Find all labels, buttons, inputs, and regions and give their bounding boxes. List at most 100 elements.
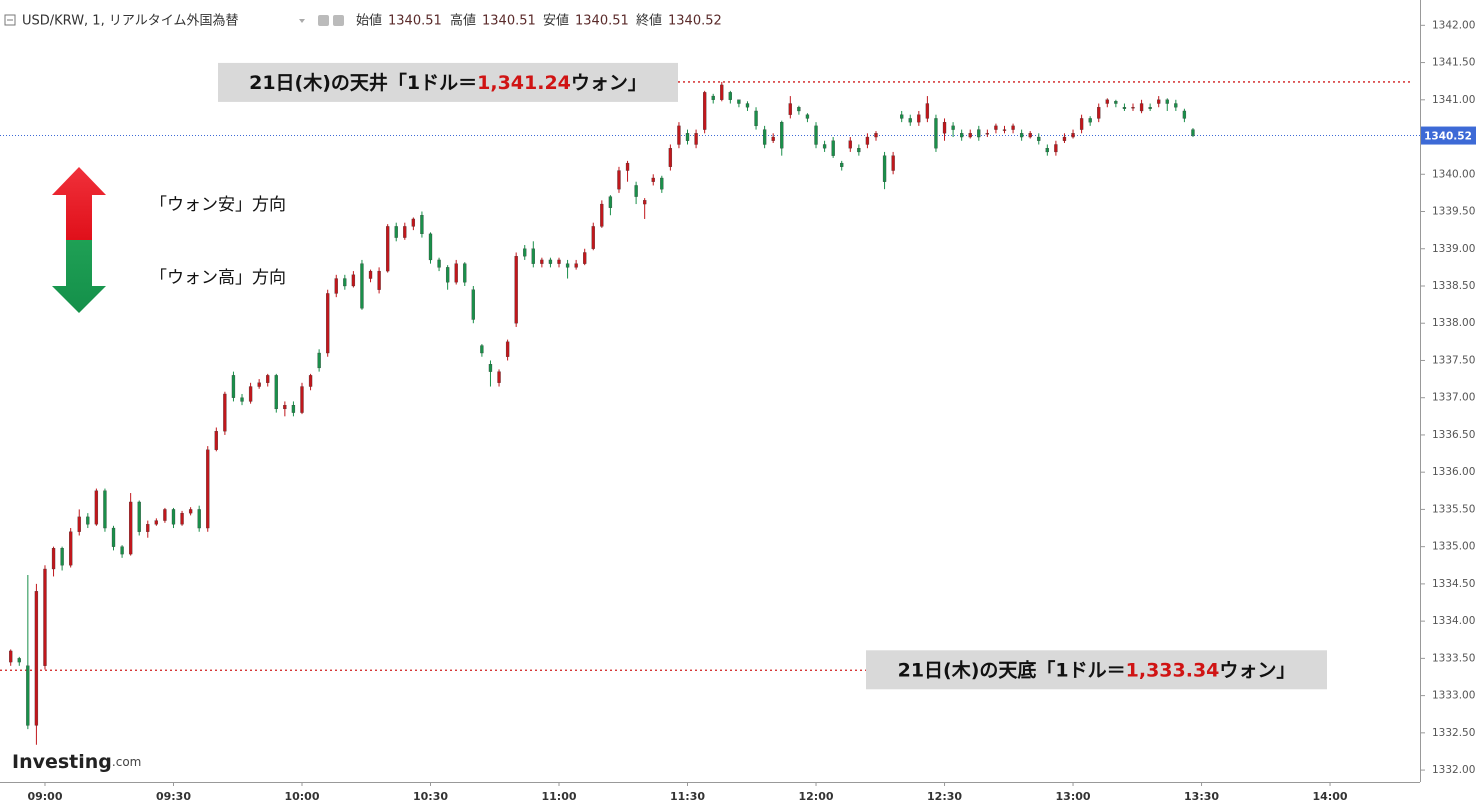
x-tick-label: 13:00 (1056, 790, 1091, 802)
candle-body (977, 129, 981, 138)
candle-body (103, 490, 107, 529)
candle-body (480, 345, 484, 354)
candle-body (908, 118, 912, 123)
candle-body (702, 92, 707, 130)
y-tick-label: 1341.50 (1432, 57, 1475, 69)
candle-body (985, 133, 990, 135)
candle-body (780, 121, 784, 149)
candle-body (531, 248, 535, 264)
candle-body (565, 263, 570, 268)
candle-body (668, 148, 673, 167)
candle-body (865, 136, 870, 145)
candle-body (917, 114, 921, 123)
y-tick-label: 1335.50 (1432, 503, 1475, 515)
up-arrow (52, 167, 106, 240)
candle-body (403, 226, 407, 238)
logo: Investing.com (12, 751, 141, 773)
candle-body (188, 509, 193, 514)
dropdown-icon[interactable] (299, 19, 305, 23)
y-tick-label: 1338.00 (1432, 317, 1475, 329)
candle-body (1157, 99, 1161, 104)
candle-body (386, 226, 390, 272)
candle-body (17, 658, 21, 663)
candle-body (1148, 107, 1152, 109)
candle-body (574, 263, 578, 268)
candle-body (1105, 99, 1109, 104)
candle-body (257, 382, 261, 387)
candle-body (454, 263, 458, 283)
candle-body (180, 512, 184, 525)
candle-body (34, 591, 39, 726)
down-arrow (52, 240, 106, 313)
annotation-text: 21日(木)の天井「1ドル＝ (249, 70, 477, 93)
candle-body (240, 397, 244, 402)
candle-body (822, 144, 827, 149)
plot: 1342.001341.501341.001340.501340.001339.… (0, 19, 1475, 802)
candle-body (514, 256, 518, 324)
candle-body (1191, 129, 1195, 136)
candle-body (677, 125, 681, 145)
candle-body (891, 155, 895, 171)
candle-body (368, 270, 373, 279)
candle-body (1097, 107, 1101, 119)
candle-body (737, 99, 741, 104)
candle-body (334, 278, 338, 294)
candle-body (1045, 148, 1049, 153)
y-tick-label: 1337.00 (1432, 392, 1475, 404)
candle-body (283, 405, 287, 410)
x-tick-label: 11:00 (541, 790, 576, 802)
candle-body (420, 215, 424, 235)
annotation-text: ウォン」 (571, 71, 647, 93)
settings-icon[interactable] (318, 15, 329, 26)
candle-body (94, 490, 99, 525)
y-tick-label: 1341.00 (1432, 94, 1475, 106)
collapse-icon[interactable] (4, 14, 16, 26)
candle-body (771, 136, 775, 141)
candle-body (266, 375, 270, 383)
candle-body (69, 531, 73, 566)
candle-body (360, 263, 364, 309)
x-tick-label: 14:00 (1313, 790, 1348, 802)
candle-body (857, 148, 861, 153)
candle-body (788, 103, 792, 115)
candle-body (120, 546, 124, 555)
candle-body (394, 226, 398, 238)
ohlc-label: 安値 (543, 13, 569, 29)
last-price-label: 1340.52 (1424, 131, 1472, 143)
candle-body (711, 95, 715, 100)
candle-body (223, 393, 227, 432)
candle-body (831, 140, 835, 156)
candle-body (1037, 136, 1041, 141)
y-tick-label: 1332.50 (1432, 727, 1475, 739)
y-tick-label: 1334.00 (1432, 615, 1475, 627)
candle-body (685, 133, 690, 141)
x-tick-label: 13:30 (1184, 790, 1219, 802)
candle-body (1079, 118, 1084, 130)
y-tick-label: 1333.50 (1432, 652, 1475, 664)
candle-body (694, 133, 698, 145)
candle-body (214, 431, 218, 450)
settings-icon[interactable] (333, 15, 344, 26)
annotation-value: 1,333.34 (1126, 659, 1220, 681)
candle-body (505, 341, 510, 357)
logo-brand: Investing (12, 751, 112, 773)
candle-body (1182, 110, 1187, 119)
candle-body (437, 259, 441, 268)
candle-body (548, 259, 553, 264)
candle-body (960, 133, 964, 138)
candle-body (51, 547, 56, 570)
annotation-text: ウォン」 (1219, 659, 1295, 681)
candle-body (445, 267, 450, 283)
candle-body (557, 259, 561, 264)
candle-body (146, 524, 150, 532)
y-tick-label: 1337.50 (1432, 354, 1475, 366)
candle-body (1174, 103, 1178, 108)
candle-body (925, 103, 930, 119)
y-tick-label: 1338.50 (1432, 280, 1475, 292)
y-tick-label: 1339.00 (1432, 243, 1475, 255)
ohlc-value: 1340.51 (388, 14, 442, 29)
x-tick-label: 12:30 (927, 790, 962, 802)
candle-body (900, 114, 904, 119)
y-tick-label: 1342.00 (1432, 19, 1475, 31)
y-tick-label: 1336.50 (1432, 429, 1475, 441)
